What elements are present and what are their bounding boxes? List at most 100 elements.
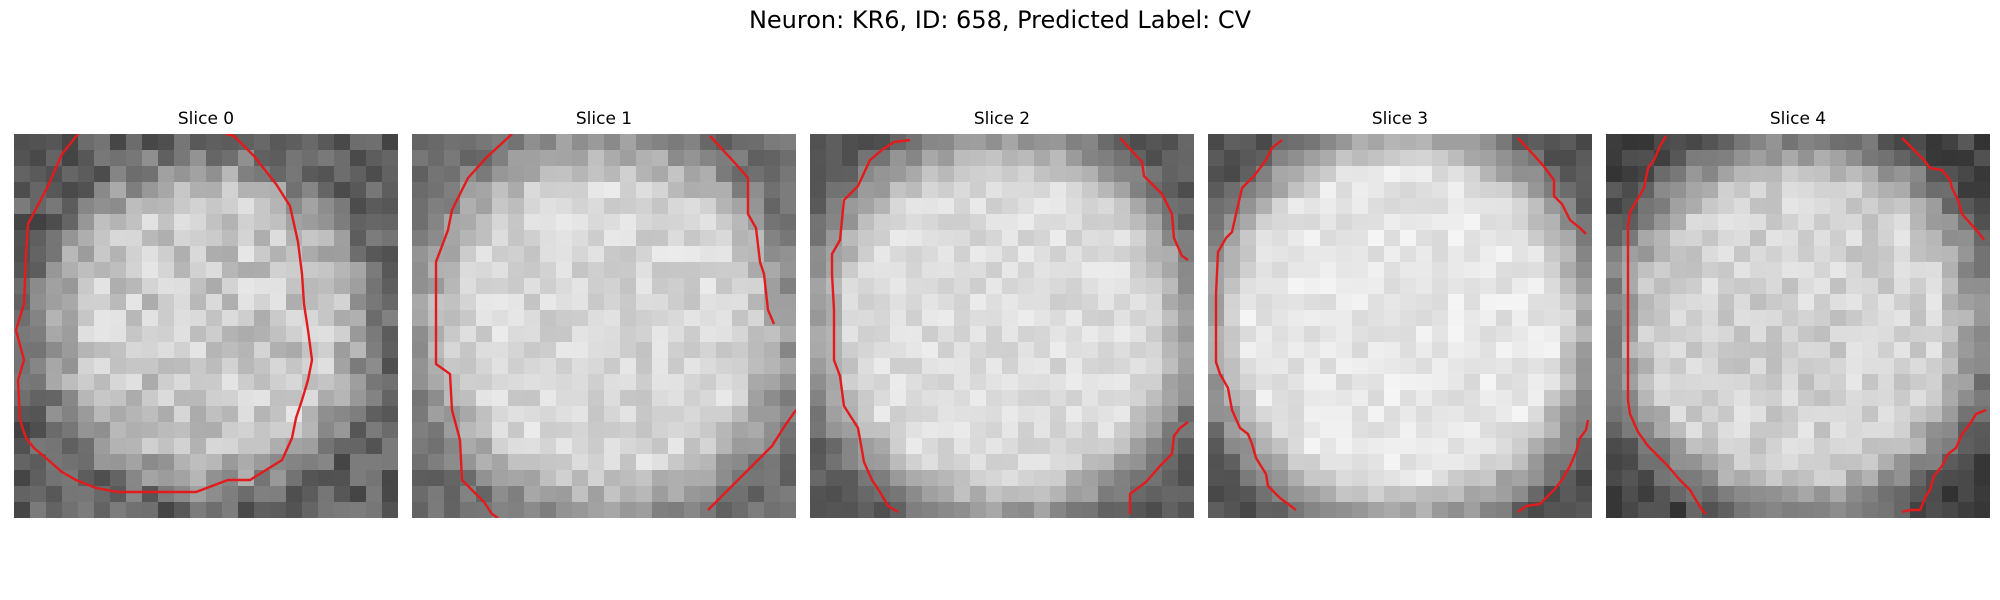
pixel	[1114, 390, 1131, 407]
pixel	[764, 502, 781, 518]
pixel	[1766, 134, 1783, 151]
pixel	[1894, 390, 1911, 407]
pixel	[1384, 166, 1401, 183]
pixel	[810, 422, 827, 439]
pixel	[986, 262, 1003, 279]
pixel	[492, 150, 509, 167]
pixel	[810, 294, 827, 311]
pixel	[842, 294, 859, 311]
pixel	[1606, 502, 1623, 518]
pixel	[476, 342, 493, 359]
pixel	[412, 294, 429, 311]
pixel	[1878, 358, 1895, 375]
pixel	[1432, 454, 1449, 471]
pixel	[460, 230, 477, 247]
pixel	[620, 294, 637, 311]
pixel	[748, 294, 765, 311]
pixel	[540, 422, 557, 439]
pixel	[366, 486, 383, 503]
pixel	[842, 230, 859, 247]
pixel	[954, 294, 971, 311]
pixel	[1384, 406, 1401, 423]
pixel	[1352, 150, 1369, 167]
pixel	[1416, 406, 1433, 423]
pixel	[1846, 246, 1863, 263]
pixel	[1130, 214, 1147, 231]
pixel	[1082, 470, 1099, 487]
pixel	[1926, 390, 1943, 407]
pixel	[1606, 262, 1623, 279]
pixel	[764, 262, 781, 279]
contour-line-2	[830, 138, 911, 514]
pixel	[254, 278, 271, 295]
pixel	[716, 438, 733, 455]
pixel	[1162, 470, 1179, 487]
pixel	[206, 422, 223, 439]
pixel	[366, 150, 383, 167]
pixel	[222, 150, 239, 167]
pixel	[302, 246, 319, 263]
pixel	[1208, 246, 1225, 263]
pixel	[1320, 422, 1337, 439]
pixel	[14, 278, 31, 295]
pixel	[206, 230, 223, 247]
pixel	[1846, 326, 1863, 343]
pixel	[1512, 358, 1529, 375]
pixel	[1654, 198, 1671, 215]
pixel	[62, 278, 79, 295]
pixel	[62, 438, 79, 455]
pixel	[668, 230, 685, 247]
pixel	[1034, 454, 1051, 471]
pixel	[492, 166, 509, 183]
pixel	[1894, 358, 1911, 375]
pixel	[540, 486, 557, 503]
pixel	[270, 150, 287, 167]
pixel	[270, 438, 287, 455]
pixel	[1528, 246, 1545, 263]
pixel	[142, 438, 159, 455]
pixel	[1686, 326, 1703, 343]
pixel	[1798, 438, 1815, 455]
pixel	[1464, 310, 1481, 327]
pixel	[1718, 166, 1735, 183]
contour-line-2c	[1128, 421, 1189, 514]
pixel	[636, 390, 653, 407]
pixel	[1974, 486, 1990, 503]
pixel	[62, 230, 79, 247]
pixel	[1718, 486, 1735, 503]
pixel	[1654, 486, 1671, 503]
pixel	[1544, 294, 1561, 311]
pixel	[1224, 262, 1241, 279]
pixel	[1894, 486, 1911, 503]
pixel	[1098, 198, 1115, 215]
pixel	[428, 134, 445, 151]
pixel	[1224, 230, 1241, 247]
pixel	[1480, 150, 1497, 167]
pixel	[764, 342, 781, 359]
pixel	[190, 454, 207, 471]
pixel	[524, 422, 541, 439]
pixel	[1288, 406, 1305, 423]
pixel	[764, 406, 781, 423]
pixel	[1958, 486, 1975, 503]
pixel	[1178, 390, 1194, 407]
pixel	[1974, 214, 1990, 231]
pixel	[874, 326, 891, 343]
pixel	[1894, 502, 1911, 518]
pixel	[1734, 390, 1751, 407]
pixel	[906, 374, 923, 391]
pixel	[1782, 310, 1799, 327]
pixel	[700, 470, 717, 487]
pixel	[1942, 230, 1959, 247]
pixel	[700, 486, 717, 503]
pixel	[572, 278, 589, 295]
pixel	[1050, 214, 1067, 231]
pixel	[810, 278, 827, 295]
pixel	[1942, 470, 1959, 487]
pixel	[842, 166, 859, 183]
pixel	[1018, 246, 1035, 263]
pixel	[382, 390, 398, 407]
pixel	[1974, 150, 1990, 167]
pixel	[350, 438, 367, 455]
pixel	[190, 502, 207, 518]
